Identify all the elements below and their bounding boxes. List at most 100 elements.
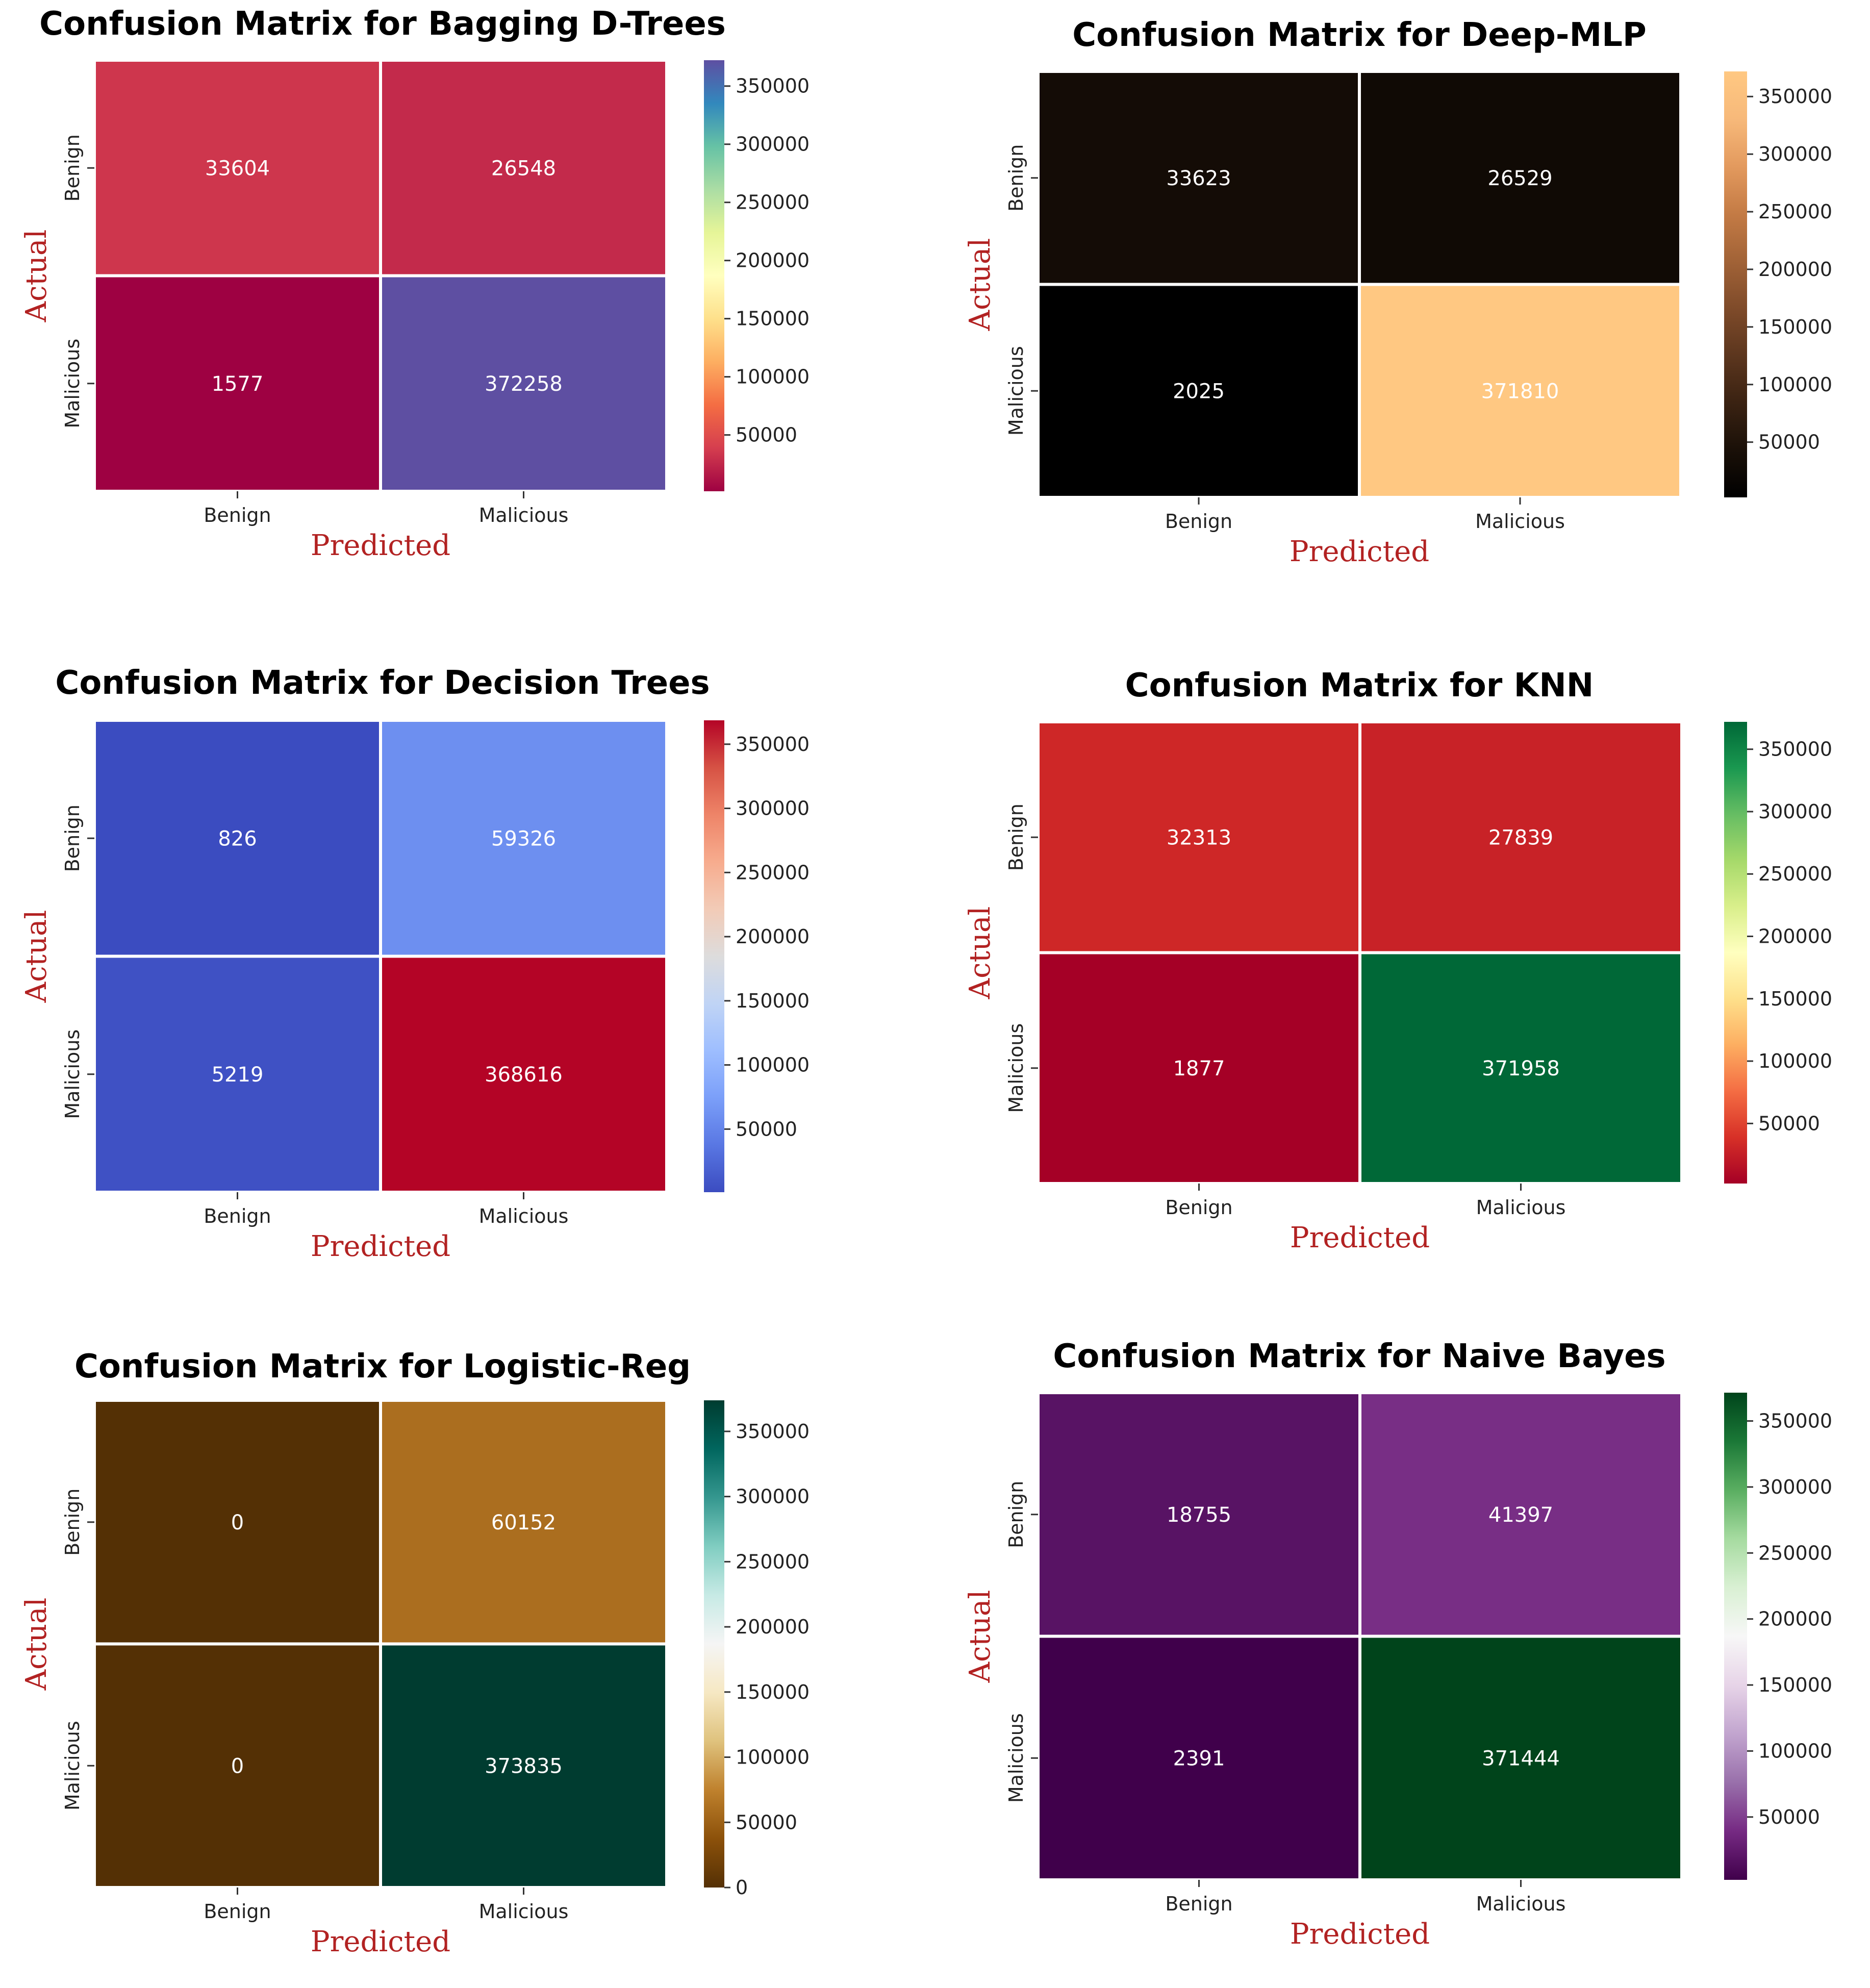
heatmap-cell bbox=[93, 1399, 382, 1646]
cell-value-label: 33623 bbox=[1166, 167, 1231, 190]
x-tick-label: Malicious bbox=[1476, 1196, 1566, 1219]
cell-value-label: 371444 bbox=[1482, 1747, 1560, 1770]
heatmap-cell bbox=[1037, 720, 1361, 954]
colorbar-tick-label: 300000 bbox=[1758, 1476, 1832, 1498]
colorbar-tick-label: 200000 bbox=[1758, 258, 1832, 281]
y-tick-label: Benign bbox=[1005, 1481, 1027, 1548]
colorbar-tick-label: 350000 bbox=[1758, 1410, 1832, 1432]
cell-value-label: 1577 bbox=[212, 372, 264, 396]
colorbar-tick-label: 150000 bbox=[1758, 316, 1832, 338]
chart-title: Confusion Matrix for Decision Trees bbox=[55, 664, 710, 702]
cell-value-label: 2025 bbox=[1173, 380, 1225, 403]
x-tick-label: Malicious bbox=[479, 1205, 569, 1227]
cell-value-label: 26548 bbox=[491, 157, 556, 180]
heatmap-cell bbox=[379, 954, 668, 1194]
heatmap-cell bbox=[1358, 1391, 1683, 1638]
colorbar bbox=[1724, 71, 1747, 497]
colorbar-tick-label: 50000 bbox=[1758, 1806, 1820, 1828]
colorbar-tick-label: 200000 bbox=[1758, 1608, 1832, 1630]
colorbar-tick-label: 0 bbox=[736, 1876, 748, 1899]
cell-value-label: 371958 bbox=[1482, 1057, 1560, 1080]
x-tick-label: Benign bbox=[1165, 510, 1232, 533]
colorbar-tick-label: 100000 bbox=[736, 1746, 810, 1769]
heatmap-cell bbox=[93, 274, 382, 493]
y-tick-label: Malicious bbox=[1005, 1023, 1027, 1113]
colorbar-tick-label: 100000 bbox=[1758, 1050, 1832, 1072]
colorbar-tick-label: 250000 bbox=[736, 1550, 810, 1573]
colorbar-tick-label: 250000 bbox=[1758, 1542, 1832, 1564]
cell-value-label: 371810 bbox=[1481, 380, 1559, 403]
heatmap-panel-4: Confusion Matrix for KNN 32313 27839 1877 37… bbox=[964, 667, 1832, 1254]
colorbar-tick-label: 100000 bbox=[1758, 1740, 1832, 1762]
heatmap-cell bbox=[1358, 720, 1683, 954]
chart-title: Confusion Matrix for Deep-MLP bbox=[1072, 16, 1647, 54]
cell-value-label: 373835 bbox=[485, 1754, 563, 1778]
colorbar-tick-label: 300000 bbox=[1758, 800, 1832, 823]
heatmap-cell bbox=[1037, 283, 1361, 499]
x-tick-label: Malicious bbox=[479, 504, 569, 526]
y-tick-label: Malicious bbox=[61, 339, 84, 429]
chart-title: Confusion Matrix for Logistic-Reg bbox=[74, 1348, 691, 1386]
y-axis-label: Actual bbox=[964, 1590, 997, 1683]
cell-value-label: 32313 bbox=[1167, 826, 1231, 849]
colorbar-tick-label: 200000 bbox=[736, 249, 810, 272]
x-axis-label: Predicted bbox=[311, 529, 450, 562]
colorbar-tick-label: 50000 bbox=[736, 1811, 797, 1833]
y-axis-label: Actual bbox=[964, 238, 997, 332]
colorbar-tick-label: 50000 bbox=[1758, 431, 1820, 454]
heatmap-cell bbox=[379, 1399, 668, 1646]
cell-value-label: 372258 bbox=[485, 372, 563, 396]
x-axis-label: Predicted bbox=[1290, 1221, 1430, 1254]
cell-value-label: 27839 bbox=[1488, 826, 1553, 849]
cell-value-label: 33604 bbox=[205, 157, 270, 180]
cell-value-label: 826 bbox=[218, 827, 257, 850]
heatmap-cell bbox=[93, 1642, 382, 1889]
colorbar-tick-label: 100000 bbox=[1758, 373, 1832, 396]
x-axis-label: Predicted bbox=[1290, 1918, 1430, 1951]
colorbar-tick-label: 350000 bbox=[1758, 738, 1832, 761]
colorbar-tick-label: 250000 bbox=[1758, 863, 1832, 885]
x-tick-label: Benign bbox=[1165, 1196, 1232, 1219]
colorbar-tick-label: 200000 bbox=[1758, 925, 1832, 948]
chart-title: Confusion Matrix for Naive Bayes bbox=[1053, 1338, 1665, 1375]
heatmap-panel-5: Confusion Matrix for Logistic-Reg 0 60152 0… bbox=[20, 1348, 810, 1958]
colorbar-tick-label: 50000 bbox=[736, 424, 797, 446]
heatmap-cell bbox=[1037, 1634, 1361, 1881]
cell-value-label: 1877 bbox=[1173, 1057, 1225, 1080]
heatmap-cell bbox=[379, 719, 668, 958]
cell-value-label: 26529 bbox=[1487, 167, 1552, 190]
cell-value-label: 59326 bbox=[491, 827, 556, 850]
colorbar-tick-label: 100000 bbox=[736, 1054, 810, 1076]
x-tick-label: Benign bbox=[204, 1205, 271, 1227]
colorbar-tick-label: 50000 bbox=[736, 1118, 797, 1140]
heatmap-cell bbox=[1358, 1634, 1683, 1881]
x-tick-label: Malicious bbox=[1476, 1893, 1566, 1915]
x-tick-label: Malicious bbox=[479, 1900, 569, 1923]
y-tick-label: Malicious bbox=[61, 1721, 84, 1810]
heatmap-cell bbox=[1358, 951, 1683, 1185]
colorbar-tick-label: 350000 bbox=[736, 1420, 810, 1443]
x-tick-label: Benign bbox=[204, 1900, 271, 1923]
colorbar-tick-label: 150000 bbox=[736, 990, 810, 1012]
heatmap-panel-6: Confusion Matrix for Naive Bayes 18755 413… bbox=[964, 1338, 1832, 1951]
x-tick-label: Benign bbox=[204, 504, 271, 526]
colorbar-tick-label: 200000 bbox=[736, 1616, 810, 1638]
colorbar bbox=[704, 720, 724, 1192]
colorbar bbox=[1724, 722, 1747, 1184]
cell-value-label: 2391 bbox=[1173, 1747, 1225, 1770]
y-tick-label: Benign bbox=[1005, 144, 1027, 212]
cell-value-label: 5219 bbox=[212, 1063, 264, 1087]
heatmap-cell bbox=[1358, 70, 1682, 286]
heatmap-cell bbox=[93, 59, 382, 278]
y-tick-label: Benign bbox=[1005, 803, 1027, 871]
colorbar-tick-label: 250000 bbox=[736, 191, 810, 214]
heatmap-cell bbox=[1037, 70, 1361, 286]
colorbar-tick-label: 250000 bbox=[1758, 200, 1832, 223]
heatmap-cell bbox=[379, 59, 668, 278]
y-tick-label: Malicious bbox=[61, 1029, 84, 1119]
colorbar-tick-label: 300000 bbox=[736, 797, 810, 820]
colorbar-tick-label: 200000 bbox=[736, 925, 810, 948]
colorbar bbox=[704, 60, 724, 491]
heatmap-cell bbox=[93, 954, 382, 1194]
